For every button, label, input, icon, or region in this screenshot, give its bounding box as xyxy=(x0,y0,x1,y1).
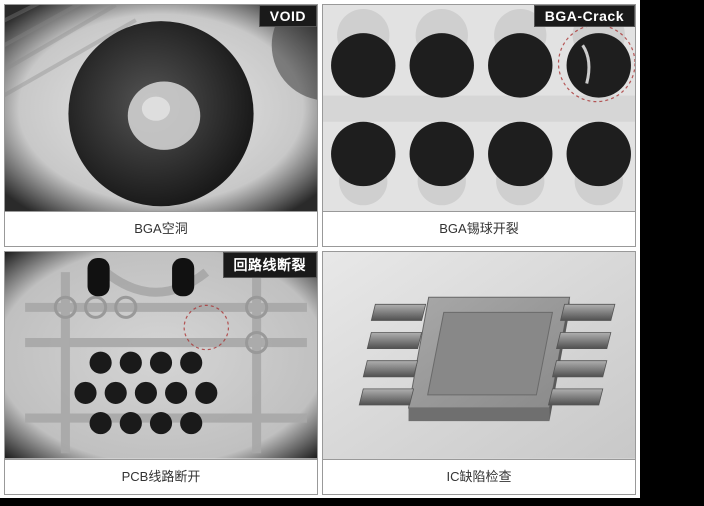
image-pcb-trace: 回路线断裂 xyxy=(5,252,317,458)
badge-bga-crack: BGA-Crack xyxy=(534,5,635,27)
panel-ic-defect: IC缺陷检查 xyxy=(322,251,636,494)
panel-bga-void: VOID BGA空洞 xyxy=(4,4,318,247)
caption-ic-defect: IC缺陷检查 xyxy=(323,459,635,494)
image-ic-defect xyxy=(323,252,635,458)
panel-bga-crack: BGA-Crack BGA锡球开裂 xyxy=(322,4,636,247)
image-bga-crack: BGA-Crack xyxy=(323,5,635,211)
caption-pcb-trace: PCB线路断开 xyxy=(5,459,317,494)
caption-bga-crack: BGA锡球开裂 xyxy=(323,211,635,246)
badge-void: VOID xyxy=(259,5,317,27)
inspection-grid: VOID BGA空洞 xyxy=(0,0,640,498)
badge-pcb-trace: 回路线断裂 xyxy=(223,252,318,278)
image-bga-void: VOID xyxy=(5,5,317,211)
panel-pcb-trace: 回路线断裂 PCB线路断开 xyxy=(4,251,318,494)
caption-bga-void: BGA空洞 xyxy=(5,211,317,246)
